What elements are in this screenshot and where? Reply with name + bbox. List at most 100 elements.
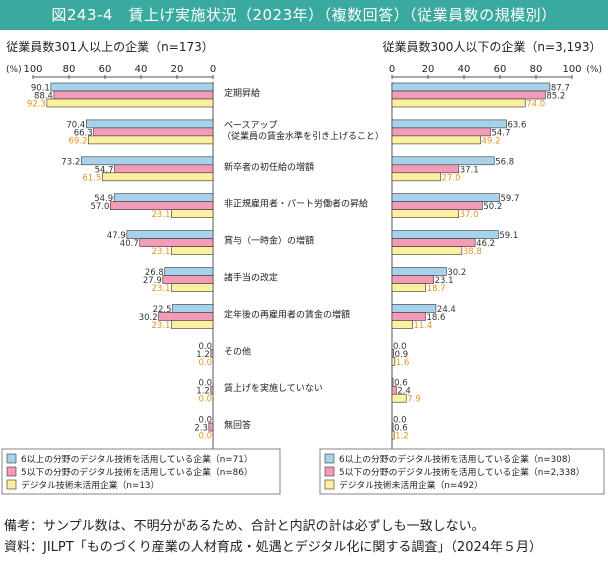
right-data-label: 59.7	[500, 194, 519, 204]
left-data-label: 70.4	[66, 120, 85, 130]
right-bar	[391, 356, 396, 366]
left-data-label: 30.2	[139, 313, 158, 323]
category-label: ベースアップ	[224, 120, 278, 131]
left-data-label: 54.7	[95, 165, 114, 175]
right-bar	[391, 90, 546, 100]
right-legend-swatch	[324, 453, 335, 464]
left-legend-label: 6以上の分野のデジタル技術を活用している企業（n=71）	[21, 453, 253, 465]
category-label: 非正規雇用者・パート労働者の昇給	[224, 198, 368, 210]
left-bar	[46, 98, 214, 108]
left-bar	[110, 201, 214, 210]
left-bar	[210, 348, 214, 358]
left-bar	[210, 385, 214, 395]
left-bar	[126, 230, 214, 239]
left-data-label: 47.9	[107, 231, 126, 241]
category-label: 無回答	[224, 419, 251, 431]
right-data-label: 1.6	[396, 358, 410, 368]
left-data-label: 92.3	[27, 100, 46, 110]
right-legend-label: 5以下の分野のデジタル技術を活用している企業（n=2,338）	[339, 466, 585, 478]
left-data-label: 0.0	[198, 432, 212, 442]
left-bar	[158, 312, 214, 321]
left-data-label: 27.9	[143, 276, 162, 286]
category-label: 定年後の再雇用者の賃金の増額	[224, 308, 350, 320]
right-bar	[391, 172, 441, 182]
left-tick-label: 80	[63, 64, 76, 75]
left-data-label: 22.5	[153, 305, 172, 315]
left-data-label: 54.9	[94, 194, 113, 204]
right-bar	[391, 135, 481, 145]
right-bar	[391, 385, 397, 395]
source-note: 資料：JILPT「ものづくり産業の人材育成・処遇とデジタル化に関する調査」（20…	[4, 540, 543, 555]
right-data-label: 37.0	[460, 210, 479, 220]
right-bar	[391, 127, 491, 137]
right-tick-label: 60	[494, 64, 507, 75]
left-bar	[171, 246, 214, 255]
left-tick-label: 100	[23, 64, 42, 75]
right-legend-label: デジタル技術未活用企業（n=492）	[339, 479, 483, 491]
right-legend-swatch	[324, 479, 335, 490]
right-legend-swatch	[324, 466, 335, 477]
right-data-label: 87.7	[551, 84, 570, 94]
left-legend-box	[1, 448, 281, 495]
right-data-label: 63.6	[507, 120, 526, 130]
right-data-label: 37.1	[460, 165, 479, 175]
right-data-label: 0.9	[395, 350, 409, 360]
left-bar	[80, 156, 214, 166]
left-bar	[85, 119, 214, 129]
left-data-label: 88.4	[34, 92, 53, 102]
left-data-label: 40.7	[120, 239, 139, 249]
left-data-label: 0.0	[198, 358, 212, 368]
right-data-label: 0.0	[393, 342, 407, 352]
left-bar	[113, 193, 214, 202]
right-data-label: 1.2	[395, 432, 409, 442]
left-tick-label: 40	[135, 64, 148, 75]
left-legend-swatch	[6, 453, 17, 464]
right-bar	[391, 246, 463, 255]
left-legend-label: 5以下の分野のデジタル技術を活用している企業（n=86）	[21, 466, 253, 478]
right-data-label: 7.9	[407, 395, 421, 405]
remark-note: 備考：サンプル数は、不明分があるため、合計と内訳の計は必ずしも一致しない。	[4, 519, 485, 534]
left-bar	[139, 238, 214, 247]
right-panel-title: 従業員数300人以下の企業（n=3,193）	[383, 39, 602, 54]
right-data-label: 0.6	[394, 424, 408, 434]
left-bar	[114, 164, 214, 174]
right-bar	[391, 98, 526, 108]
figure-title: 図243-4 賃上げ実施状況（2023年）（複数回答）（従業員数の規模別）	[0, 0, 608, 30]
category-label: 賞与（一時金）の増額	[224, 235, 314, 247]
right-data-label: 74.0	[526, 100, 545, 110]
right-bar	[391, 193, 500, 202]
right-data-label: 11.4	[414, 321, 433, 331]
left-data-label: 0.0	[198, 379, 212, 389]
right-bar	[391, 422, 394, 432]
left-bar	[50, 82, 214, 92]
right-bar	[391, 82, 551, 92]
left-bar	[171, 320, 214, 329]
left-bar	[164, 267, 214, 276]
bar-chart: 従業員数301人以上の企業（n=173） 従業員数300人以下の企業（n=3,19…	[1, 39, 605, 495]
right-bar	[391, 230, 499, 239]
category-label: 定期昇給	[224, 87, 260, 99]
right-bar	[391, 201, 483, 210]
right-bar	[391, 304, 437, 313]
right-data-label: 18.7	[427, 284, 446, 294]
right-tick-label: 80	[530, 64, 543, 75]
left-data-label: 90.1	[31, 84, 50, 94]
category-label: 賃上げを実施していない	[224, 382, 323, 394]
left-bar	[88, 135, 214, 145]
right-bar	[391, 119, 507, 129]
right-data-label: 85.2	[546, 92, 565, 102]
right-tick-label: 100	[562, 64, 581, 75]
left-data-label: 61.5	[82, 173, 101, 183]
left-bar	[172, 304, 214, 313]
left-tick-label: 60	[99, 64, 112, 75]
right-bar	[391, 320, 413, 329]
left-data-label: 23.1	[151, 284, 170, 294]
right-tick-label: 20	[422, 64, 435, 75]
left-tick-label: 20	[171, 64, 184, 75]
left-data-label: 69.2	[69, 136, 88, 146]
right-tick-label: 0	[389, 64, 395, 75]
left-data-label: 2.3	[194, 424, 208, 434]
left-data-label: 23.1	[151, 321, 170, 331]
right-bar	[391, 348, 394, 358]
